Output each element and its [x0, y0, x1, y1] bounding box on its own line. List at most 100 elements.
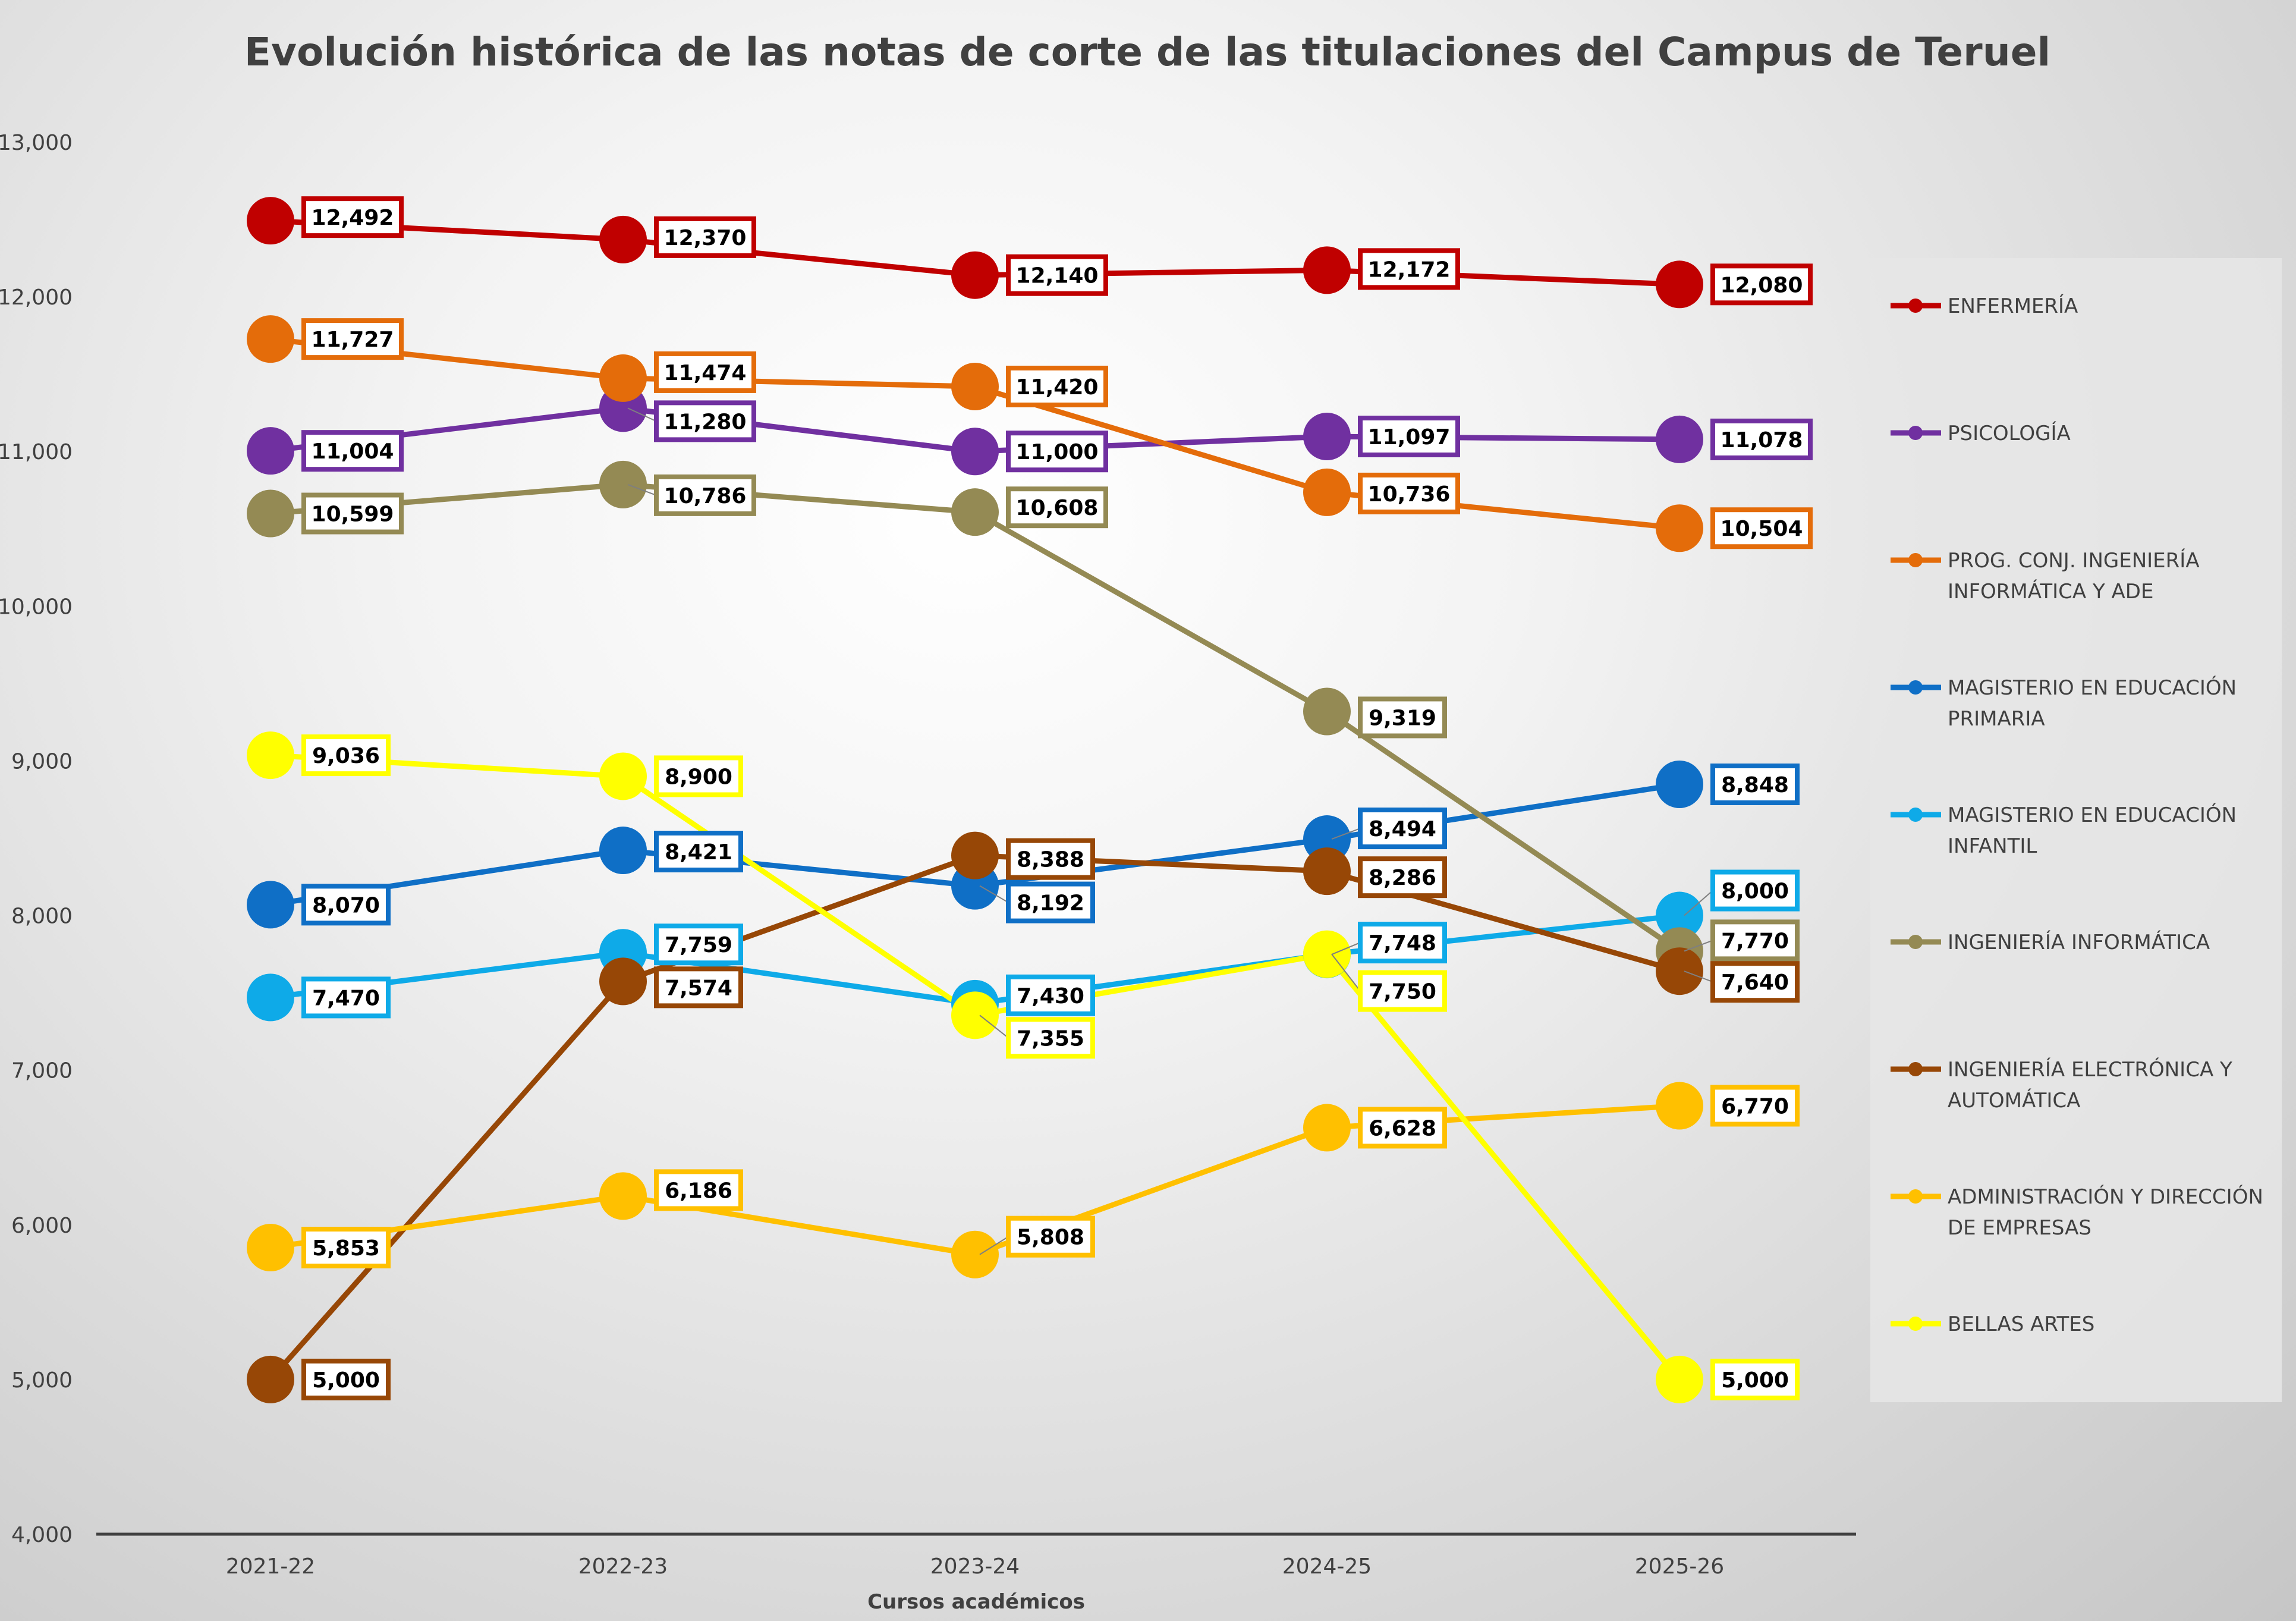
- data-point: [1656, 947, 1703, 995]
- data-label-box: [1710, 507, 1813, 549]
- data-label-box: [1006, 1215, 1095, 1258]
- data-label: 8,848: [1721, 773, 1789, 797]
- x-axis: 2021-22 2022-23 2023-24 2024-25 2025-26: [96, 1532, 1856, 1579]
- y-tick-label: 8,000: [11, 904, 73, 929]
- data-label: 12,370: [664, 226, 747, 250]
- data-label-box: [654, 831, 743, 873]
- legend-label: INGENIERÍA ELECTRÓNICA Y: [1948, 1057, 2232, 1082]
- legend-label: MAGISTERIO EN EDUCACIÓN: [1948, 803, 2237, 827]
- data-label-box: [654, 351, 756, 393]
- data-label: 10,599: [312, 502, 394, 527]
- y-tick-label: 11,000: [0, 440, 73, 464]
- data-label: 8,070: [312, 893, 380, 918]
- data-label: 9,319: [1369, 706, 1436, 730]
- legend-label: PROG. CONJ. INGENIERÍA: [1948, 548, 2200, 573]
- data-label: 11,474: [664, 361, 747, 385]
- y-axis: 4,000 5,000 6,000 7,000 8,000 9,000 10,000 11,0…: [0, 131, 73, 1547]
- data-label: 11,420: [1016, 375, 1099, 400]
- data-point: [951, 831, 999, 879]
- series-markers: [247, 197, 1703, 1403]
- legend-label: ENFERMERÍA: [1948, 294, 2078, 318]
- data-point: [1656, 760, 1703, 808]
- data-point: [247, 731, 294, 780]
- legend-marker: [1908, 1317, 1923, 1331]
- data-point: [1303, 412, 1351, 460]
- label-leader: [1331, 942, 1361, 956]
- data-label: 5,000: [312, 1368, 380, 1393]
- data-point: [951, 251, 999, 299]
- data-point: [599, 752, 647, 800]
- legend-box: [1870, 258, 2282, 1402]
- data-label: 7,470: [312, 986, 380, 1010]
- data-label-box: [1710, 1085, 1800, 1127]
- data-label: 11,097: [1368, 425, 1451, 450]
- data-label: 8,286: [1369, 866, 1436, 890]
- data-labels: 12,492 12,370 12,140 12,172 12,080 11,004 11,2…: [301, 196, 1813, 1400]
- data-label: 8,388: [1017, 848, 1084, 872]
- data-point: [247, 315, 294, 363]
- legend-label: DE EMPRESAS: [1948, 1216, 2091, 1240]
- data-label-box: [654, 755, 743, 797]
- data-label: 10,736: [1368, 482, 1451, 507]
- data-label: 12,140: [1016, 264, 1099, 288]
- data-label-box: [1006, 838, 1095, 880]
- data-label-box: [301, 976, 391, 1019]
- data-label-box: [301, 1358, 391, 1400]
- data-label-box: [654, 474, 756, 516]
- data-label: 7,430: [1017, 984, 1084, 1009]
- data-label-box: [301, 1227, 391, 1269]
- data-label: 6,628: [1369, 1116, 1436, 1141]
- data-label-box: [1358, 248, 1460, 290]
- label-leader: [1684, 970, 1713, 983]
- data-label-box: [1006, 974, 1095, 1016]
- data-label-box: [654, 923, 743, 966]
- data-label-box: [1358, 856, 1447, 899]
- data-point: [1656, 1082, 1703, 1130]
- data-point: [599, 460, 647, 508]
- data-label-box: [1006, 254, 1108, 296]
- x-tick-label: 2024-25: [1282, 1554, 1372, 1579]
- data-label-box: [1006, 365, 1108, 407]
- label-leader: [979, 1014, 1009, 1039]
- y-tick-label: 4,000: [11, 1523, 73, 1547]
- x-tick-label: 2021-22: [226, 1554, 315, 1579]
- data-point: [247, 1355, 294, 1403]
- data-label: 7,640: [1721, 970, 1789, 995]
- data-label: 9,036: [312, 744, 380, 768]
- data-label: 7,355: [1017, 1026, 1084, 1051]
- data-label-box: [654, 1169, 743, 1211]
- data-label-box: [1006, 431, 1108, 473]
- legend-label: BELLAS ARTES: [1948, 1312, 2094, 1336]
- data-point: [1656, 1355, 1703, 1403]
- y-tick-label: 7,000: [11, 1059, 73, 1083]
- legend-marker: [1908, 426, 1923, 440]
- data-label: 6,770: [1721, 1094, 1789, 1119]
- data-point: [1303, 1104, 1351, 1152]
- data-label-box: [1358, 808, 1447, 850]
- label-leader: [1331, 953, 1361, 992]
- x-tick-label: 2025-26: [1635, 1554, 1724, 1579]
- data-label-box: [1710, 1358, 1800, 1400]
- data-point: [247, 1224, 294, 1272]
- x-tick-label: 2022-23: [578, 1554, 668, 1579]
- data-point: [1303, 468, 1351, 516]
- data-label: 11,727: [312, 328, 394, 352]
- legend-marker: [1908, 680, 1923, 695]
- data-label: 8,494: [1369, 817, 1436, 841]
- data-label: 7,748: [1369, 931, 1436, 956]
- label-leader: [1684, 940, 1713, 952]
- data-label: 12,172: [1368, 257, 1451, 282]
- data-point: [599, 1172, 647, 1220]
- data-label-box: [654, 216, 756, 258]
- data-label: 5,808: [1017, 1226, 1084, 1250]
- y-tick-label: 9,000: [11, 749, 73, 774]
- data-label-box: [1358, 970, 1447, 1012]
- data-label-box: [1006, 486, 1108, 529]
- label-leader: [627, 407, 657, 422]
- legend-marker: [1908, 935, 1923, 949]
- data-point: [247, 197, 294, 245]
- legend-label: INGENIERÍA INFORMÁTICA: [1948, 930, 2210, 954]
- data-label-box: [1358, 696, 1447, 739]
- x-axis-label: Cursos académicos: [867, 1590, 1085, 1614]
